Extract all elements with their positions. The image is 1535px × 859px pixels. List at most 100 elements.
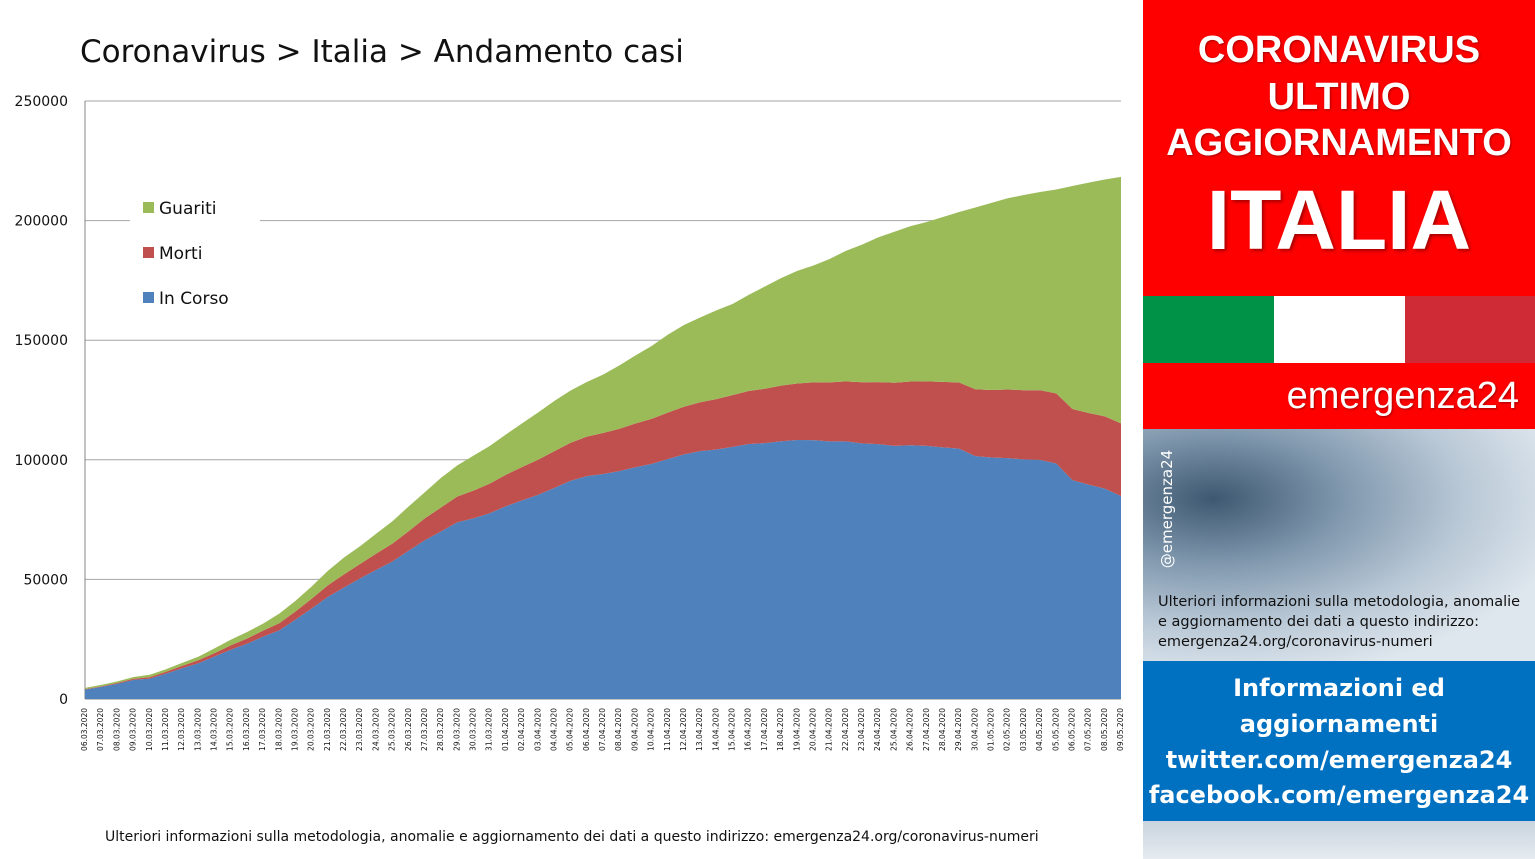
x-tick-label: 15.03.2020	[226, 708, 235, 751]
social-line-aggiornamenti: aggiornamenti	[1239, 710, 1439, 738]
brand-name: emergenza24	[1286, 375, 1519, 417]
x-tick-label: 26.03.2020	[404, 708, 413, 751]
area-chart: 0 50000 100000 150000 200000 250000 06.03.2020…	[15, 94, 1125, 751]
banner-line-ultimo: ULTIMO	[1267, 76, 1411, 118]
x-tick-label: 08.03.2020	[112, 708, 121, 751]
x-tick-label: 24.04.2020	[873, 708, 882, 751]
legend-swatch-morti	[143, 247, 154, 258]
series-area-guariti	[85, 176, 1121, 690]
x-tick-label: 27.03.2020	[420, 708, 429, 751]
x-tick-label: 22.03.2020	[339, 708, 348, 751]
x-tick-label: 21.04.2020	[825, 708, 834, 751]
x-tick-label: 05.04.2020	[566, 708, 575, 751]
x-tick-label: 07.05.2020	[1084, 708, 1093, 751]
x-tick-label: 22.04.2020	[841, 708, 850, 751]
series-area-morti	[85, 381, 1121, 690]
brand-bar: emergenza24	[1143, 363, 1535, 429]
x-tick-label: 12.04.2020	[679, 708, 688, 751]
x-tick-label: 08.05.2020	[1100, 708, 1109, 751]
x-tick-label: 30.04.2020	[970, 708, 979, 751]
x-tick-label: 14.04.2020	[711, 708, 720, 751]
legend-swatch-in-corso	[143, 292, 154, 303]
twitter-link[interactable]: twitter.com/emergenza24	[1165, 746, 1513, 774]
x-tick-label: 28.04.2020	[938, 708, 947, 751]
x-tick-label: 20.04.2020	[808, 708, 817, 751]
x-tick-label: 17.04.2020	[760, 708, 769, 751]
x-tick-label: 25.03.2020	[388, 708, 397, 751]
x-tick-label: 23.03.2020	[355, 708, 364, 751]
legend-swatch-guariti	[143, 202, 154, 213]
banner-country: ITALIA	[1206, 173, 1472, 267]
facebook-link[interactable]: facebook.com/emergenza24	[1148, 781, 1530, 809]
flag-red-stripe	[1405, 296, 1535, 363]
y-tick-label: 50000	[23, 572, 68, 588]
x-tick-label: 25.04.2020	[889, 708, 898, 751]
x-tick-label: 19.03.2020	[290, 708, 299, 751]
x-tick-label: 11.03.2020	[161, 708, 170, 751]
x-tick-label: 03.05.2020	[1019, 708, 1028, 751]
x-tick-label: 28.03.2020	[436, 708, 445, 751]
x-tick-label: 01.05.2020	[987, 708, 996, 751]
x-tick-label: 04.05.2020	[1035, 708, 1044, 751]
x-tick-label: 16.03.2020	[242, 708, 251, 751]
x-tick-label: 15.04.2020	[728, 708, 737, 751]
x-tick-label: 09.05.2020	[1116, 708, 1125, 751]
x-tick-label: 06.04.2020	[582, 708, 591, 751]
x-tick-label: 29.04.2020	[954, 708, 963, 751]
flag-white-stripe	[1274, 296, 1405, 363]
legend-label-morti: Morti	[159, 244, 202, 264]
legend-label-in-corso: In Corso	[159, 289, 229, 309]
x-tick-label: 23.04.2020	[857, 708, 866, 751]
flag-green-stripe	[1143, 296, 1274, 363]
x-tick-label: 21.03.2020	[323, 708, 332, 751]
social-line-informazioni: Informazioni ed	[1233, 674, 1445, 702]
banner-line-coronavirus: CORONAVIRUS	[1197, 29, 1481, 71]
chart-title: Coronavirus > Italia > Andamento casi	[80, 34, 684, 70]
x-tick-label: 02.04.2020	[517, 708, 526, 751]
x-tick-label: 29.03.2020	[452, 708, 461, 751]
x-tick-label: 09.03.2020	[129, 708, 138, 751]
italian-flag-icon	[1143, 296, 1535, 363]
x-tick-label: 11.04.2020	[663, 708, 672, 751]
y-tick-label: 200000	[15, 214, 68, 230]
x-tick-label: 20.03.2020	[307, 708, 316, 751]
footnote: Ulteriori informazioni sulla metodologia…	[105, 829, 1039, 845]
x-tick-label: 05.05.2020	[1051, 708, 1060, 751]
y-tick-label: 150000	[15, 333, 68, 349]
x-tick-label: 06.03.2020	[80, 708, 89, 751]
x-tick-label: 27.04.2020	[922, 708, 931, 751]
legend-label-guariti: Guariti	[159, 199, 216, 219]
x-tick-label: 18.04.2020	[776, 708, 785, 751]
x-tick-label: 10.04.2020	[647, 708, 656, 751]
x-tick-label: 19.04.2020	[792, 708, 801, 751]
x-tick-label: 14.03.2020	[210, 708, 219, 751]
background-photo	[1143, 429, 1535, 661]
x-tick-label: 03.04.2020	[533, 708, 542, 751]
x-tick-label: 16.04.2020	[744, 708, 753, 751]
x-tick-label: 07.03.2020	[96, 708, 105, 751]
x-tick-label: 31.03.2020	[485, 708, 494, 751]
x-tick-label: 13.04.2020	[695, 708, 704, 751]
chart-area: 0 50000 100000 150000 200000 250000 06.03.2020…	[14, 34, 1125, 845]
x-tick-label: 07.04.2020	[598, 708, 607, 751]
y-tick-label: 250000	[15, 94, 68, 110]
social-handle: @emergenza24	[1158, 449, 1176, 569]
x-tick-label: 06.05.2020	[1067, 708, 1076, 751]
x-tick-label: 24.03.2020	[371, 708, 380, 751]
social-links-box: Informazioni ed aggiornamenti twitter.co…	[1143, 661, 1535, 821]
y-tick-label: 0	[59, 692, 68, 708]
x-tick-label: 30.03.2020	[469, 708, 478, 751]
x-tick-label: 08.04.2020	[614, 708, 623, 751]
x-tick-label: 10.03.2020	[145, 708, 154, 751]
sidebar-footer-strip	[1143, 821, 1535, 859]
sidebar: CORONAVIRUS ULTIMO AGGIORNAMENTO ITALIA …	[1143, 0, 1535, 859]
x-tick-label: 13.03.2020	[193, 708, 202, 751]
banner-line-aggiornamento: AGGIORNAMENTO	[1166, 122, 1512, 164]
x-tick-label: 01.04.2020	[501, 708, 510, 751]
x-tick-label: 12.03.2020	[177, 708, 186, 751]
x-tick-label: 17.03.2020	[258, 708, 267, 751]
update-banner: CORONAVIRUS ULTIMO AGGIORNAMENTO ITALIA	[1143, 0, 1535, 296]
y-tick-label: 100000	[15, 453, 68, 469]
x-tick-label: 02.05.2020	[1003, 708, 1012, 751]
x-tick-label: 04.04.2020	[549, 708, 558, 751]
